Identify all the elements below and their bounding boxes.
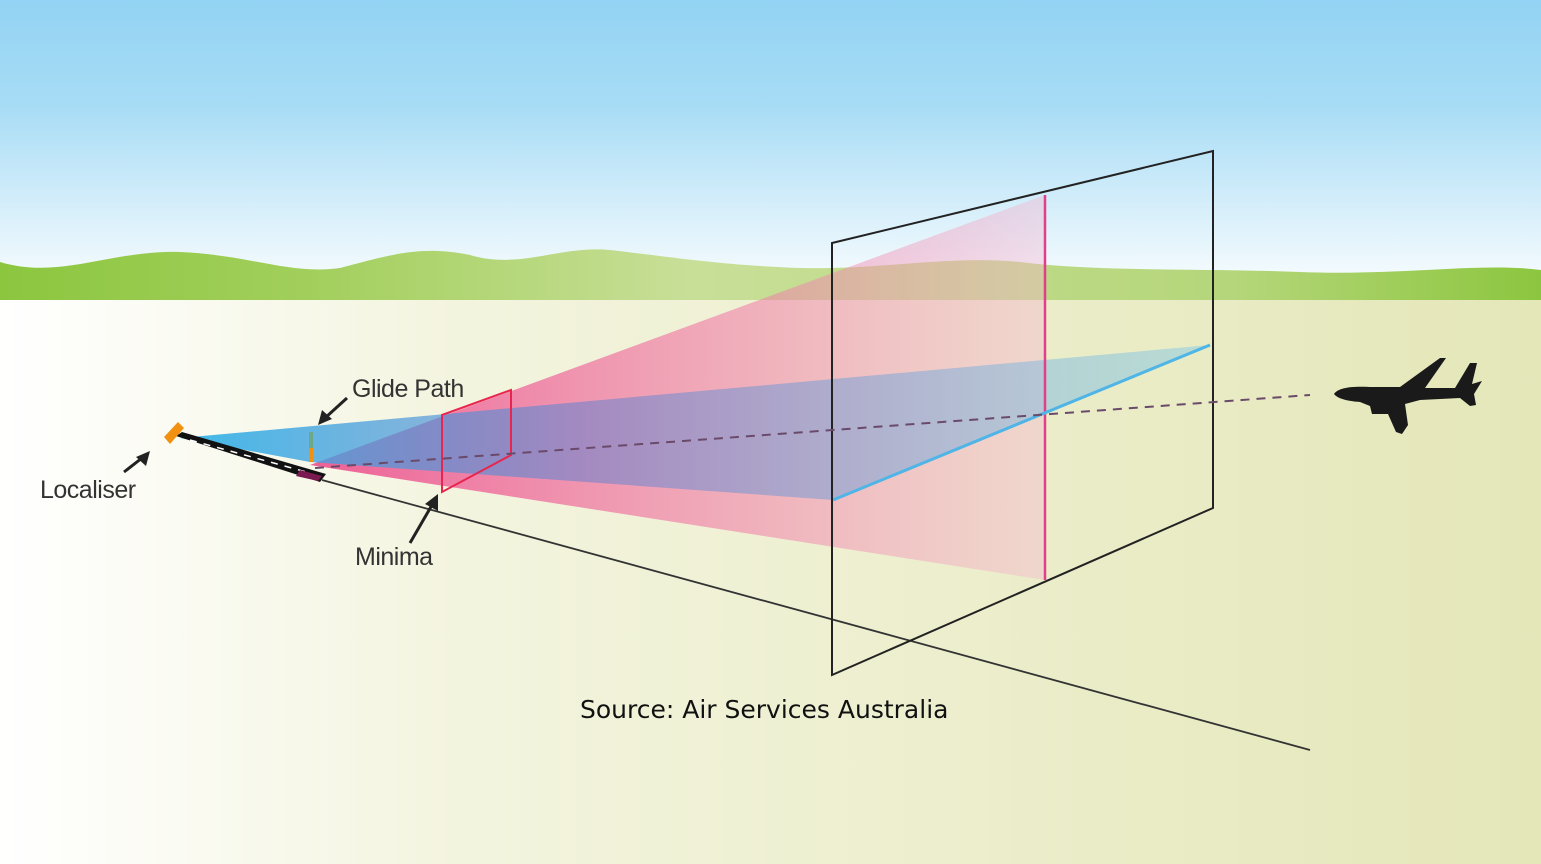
minima-label: Minima <box>355 543 433 571</box>
approach-frame <box>831 149 1214 677</box>
hills <box>0 249 1541 300</box>
arrows <box>123 396 438 544</box>
glide-path-beam <box>180 345 1210 500</box>
approach-path <box>314 394 1311 469</box>
minima-frame <box>441 388 512 494</box>
sky <box>0 0 1541 300</box>
source-caption: Source: Air Services Australia <box>580 695 949 724</box>
runway-icon <box>176 432 326 482</box>
glide-path-antenna-icon <box>309 432 313 462</box>
glide-path-centerline <box>832 343 1211 502</box>
ground-line <box>321 479 1311 751</box>
localiser-antenna-icon <box>164 422 184 444</box>
airplane-icon <box>1334 358 1482 434</box>
glide-path-label: Glide Path <box>352 375 464 403</box>
localiser-label: Localiser <box>40 476 136 504</box>
